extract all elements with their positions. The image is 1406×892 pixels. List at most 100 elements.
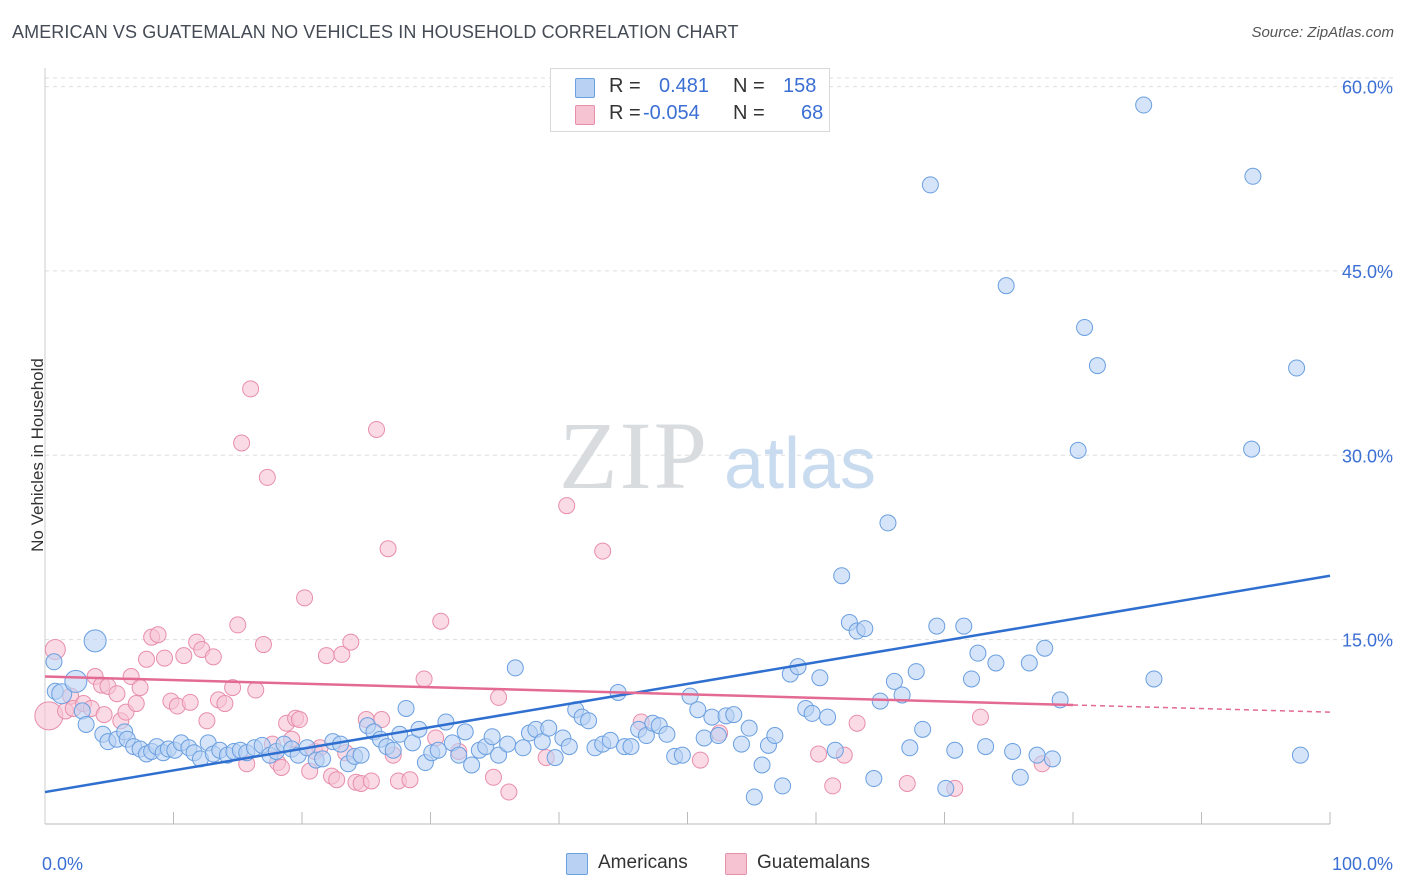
y-tick-label: 45.0% <box>1342 262 1393 282</box>
watermark-atlas: atlas <box>724 424 876 504</box>
guatemalan-point <box>824 777 842 795</box>
american-point <box>833 567 851 585</box>
american-point <box>546 749 564 767</box>
trend-line-extension-1 <box>1072 704 1331 713</box>
american-point <box>1291 746 1309 764</box>
guatemalan-point <box>368 420 386 438</box>
guatemalan-point <box>848 714 866 732</box>
american-point <box>397 699 415 717</box>
american-point <box>1069 441 1087 459</box>
american-point <box>77 715 95 733</box>
american-point <box>483 728 501 746</box>
american-point <box>450 746 468 764</box>
american-point <box>560 738 578 756</box>
watermark-zip: ZIP <box>559 402 709 509</box>
american-point <box>1243 440 1261 458</box>
y-tick-label: 15.0% <box>1342 631 1393 651</box>
trend-lines <box>44 574 1331 794</box>
american-point <box>1011 768 1029 786</box>
guatemalan-point <box>333 645 351 663</box>
american-point <box>937 779 955 797</box>
guatemalan-point <box>898 774 916 792</box>
guatemalan-point <box>500 783 518 801</box>
guatemalan-point <box>229 616 247 634</box>
american-point <box>83 629 107 653</box>
correlation-legend: R = 0.481 N = 158 R = -0.054 N = 68 <box>550 68 830 132</box>
american-point <box>51 683 73 705</box>
american-point <box>745 788 763 806</box>
american-point <box>977 738 995 756</box>
guatemalan-point <box>224 679 242 697</box>
guatemalan-point <box>181 693 199 711</box>
american-point <box>681 687 699 705</box>
american-point <box>1004 742 1022 760</box>
axes <box>44 68 1331 825</box>
guatemalan-point <box>373 711 391 729</box>
american-point <box>1076 318 1094 336</box>
american-point <box>499 735 517 753</box>
guatemalans-legend-label: Guatemalans <box>757 852 871 873</box>
guatemalan-point <box>379 540 397 558</box>
american-point <box>725 706 743 724</box>
american-point <box>1135 96 1153 114</box>
watermark: ZIP atlas <box>559 402 876 509</box>
american-point <box>732 735 750 753</box>
guatemalan-point <box>362 772 380 790</box>
american-point <box>928 617 946 635</box>
guatemalan-point <box>138 650 156 668</box>
y-tick-label: 60.0% <box>1342 78 1393 98</box>
american-point <box>437 713 455 731</box>
guatemalan-point <box>254 636 272 654</box>
american-point <box>901 739 919 757</box>
guatemalan-point <box>401 771 419 789</box>
n-value: 158 <box>783 75 817 97</box>
guatemalan-point <box>127 695 145 713</box>
american-point <box>803 704 821 722</box>
americans-legend-label: Americans <box>598 852 688 873</box>
american-point <box>997 277 1015 295</box>
guatemalan-point <box>247 681 265 699</box>
guatemalan-point <box>342 633 360 651</box>
source-label: Source: ZipAtlas.com <box>1251 24 1394 41</box>
american-point <box>1028 746 1046 764</box>
american-point <box>490 746 508 764</box>
guatemalan-point <box>175 647 193 665</box>
grid-lines <box>45 77 1394 641</box>
y-tick-labels: 15.0% 30.0% 45.0% 60.0% <box>1342 78 1393 651</box>
guatemalan-point <box>484 768 502 786</box>
american-point <box>429 741 447 759</box>
american-point <box>907 663 925 681</box>
n-label: N = <box>733 102 765 124</box>
american-point <box>45 653 63 671</box>
american-point <box>987 654 1005 672</box>
guatemalan-point <box>108 685 126 703</box>
x-tick-label: 0.0% <box>42 854 83 874</box>
guatemalan-point <box>810 745 828 763</box>
american-point <box>885 672 903 690</box>
american-point <box>1043 750 1061 768</box>
trend-line-1 <box>44 675 1074 707</box>
guatemalan-point <box>258 468 276 486</box>
guatemalan-point <box>233 434 251 452</box>
american-point <box>580 712 598 730</box>
guatemalans-legend-swatch <box>725 853 747 875</box>
american-point <box>753 756 771 774</box>
american-point <box>1036 639 1054 657</box>
r-value: -0.054 <box>643 102 700 124</box>
american-point <box>914 720 932 738</box>
n-value: 68 <box>801 102 824 124</box>
guatemalan-point <box>296 589 314 607</box>
american-point <box>740 719 758 737</box>
american-point <box>969 644 987 662</box>
american-point <box>955 617 973 635</box>
x-tick-labels: 0.0% 100.0% <box>42 854 1393 874</box>
american-point <box>709 727 727 745</box>
american-point <box>871 692 889 710</box>
american-point <box>622 738 640 756</box>
guatemalan-point <box>415 670 433 688</box>
guatemalan-point <box>198 712 216 730</box>
x-tick-label: 100.0% <box>1332 854 1393 874</box>
guatemalan-point <box>149 626 167 644</box>
american-point <box>946 741 964 759</box>
